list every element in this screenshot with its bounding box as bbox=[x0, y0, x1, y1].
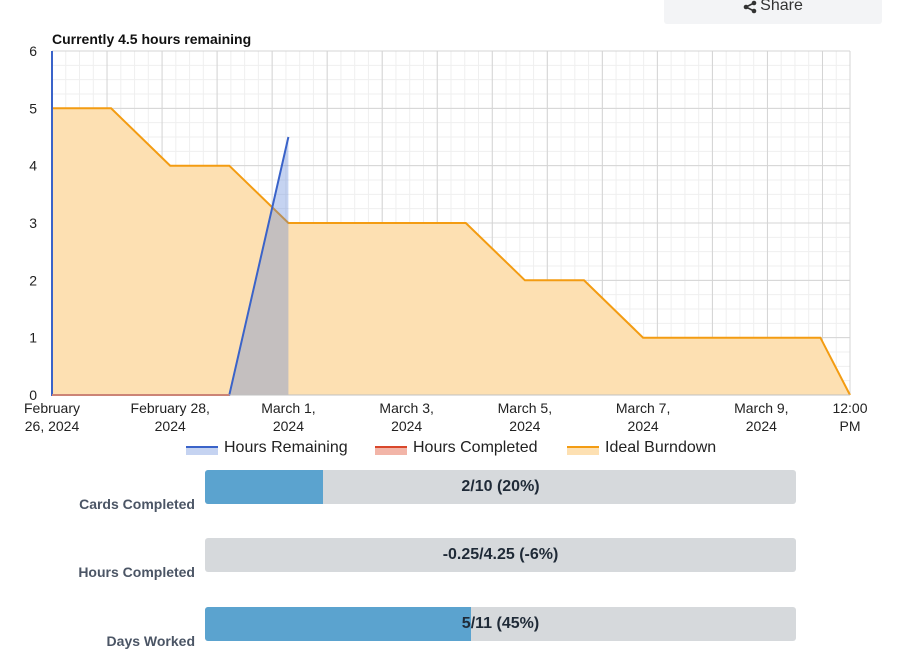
legend-label-hours-completed: Hours Completed bbox=[413, 439, 538, 456]
x-tick-label: March 1, bbox=[261, 400, 315, 416]
legend-label-ideal-burndown: Ideal Burndown bbox=[605, 439, 716, 456]
x-tick-label: 12:00 bbox=[832, 400, 867, 416]
x-tick-label: 2024 bbox=[273, 418, 304, 434]
x-tick-label: March 5, bbox=[498, 400, 552, 416]
x-tick-label: 2024 bbox=[155, 418, 186, 434]
y-tick-label: 2 bbox=[29, 272, 37, 288]
x-tick-label: PM bbox=[840, 418, 861, 434]
x-tick-label: March 9, bbox=[734, 400, 788, 416]
x-tick-label: 2024 bbox=[628, 418, 659, 434]
stat-label-cards: Cards Completed bbox=[0, 496, 195, 512]
x-tick-label: February bbox=[24, 400, 80, 416]
hours-progress-text: -0.25/4.25 (-6%) bbox=[205, 538, 796, 572]
x-tick-label: March 3, bbox=[379, 400, 433, 416]
x-tick-label: February 28, bbox=[131, 400, 210, 416]
stat-label-days: Days Worked bbox=[0, 633, 195, 649]
x-tick-label: 2024 bbox=[509, 418, 540, 434]
cards-progress-bar: 2/10 (20%) bbox=[205, 470, 796, 504]
days-progress-text: 5/11 (45%) bbox=[205, 607, 796, 641]
x-tick-label: 2024 bbox=[746, 418, 777, 434]
days-progress-bar: 5/11 (45%) bbox=[205, 607, 796, 641]
stat-label-hours: Hours Completed bbox=[0, 564, 195, 580]
y-tick-label: 1 bbox=[29, 330, 37, 346]
hours-progress-bar: -0.25/4.25 (-6%) bbox=[205, 538, 796, 572]
cards-progress-text: 2/10 (20%) bbox=[205, 470, 796, 504]
y-tick-label: 5 bbox=[29, 100, 37, 116]
legend-swatch-hours-remaining bbox=[186, 447, 218, 455]
x-tick-label: March 7, bbox=[616, 400, 670, 416]
legend-swatch-hours-completed bbox=[375, 447, 407, 455]
x-tick-label: 26, 2024 bbox=[25, 418, 80, 434]
y-tick-label: 6 bbox=[29, 43, 37, 59]
x-tick-label: 2024 bbox=[391, 418, 422, 434]
y-tick-label: 4 bbox=[29, 158, 37, 174]
y-tick-label: 3 bbox=[29, 215, 37, 231]
chart-title: Currently 4.5 hours remaining bbox=[52, 31, 251, 47]
legend-label-hours-remaining: Hours Remaining bbox=[224, 439, 348, 456]
legend-swatch-ideal-burndown bbox=[567, 447, 599, 455]
